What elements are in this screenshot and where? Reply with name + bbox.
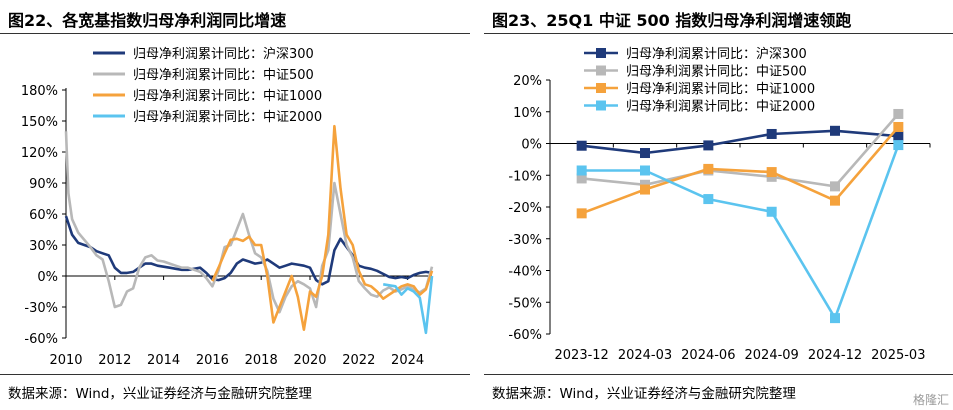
x-tick-label: 2024-12 xyxy=(808,348,862,363)
right-source-rule xyxy=(484,374,953,375)
left-source-note: 数据来源：Wind，兴业证券经济与金融研究院整理 xyxy=(8,386,312,402)
y-tick-label: 90% xyxy=(29,177,58,192)
x-tick-label: 2022 xyxy=(342,353,375,368)
y-tick-label: -20% xyxy=(508,201,542,216)
series-marker-3 xyxy=(576,165,587,176)
watermark-logo: 格隆汇 xyxy=(912,393,949,407)
legend-label-3: 归母净利润累计同比：中证2000 xyxy=(133,110,322,125)
x-tick-label: 2012 xyxy=(98,353,131,368)
right-chart-panel: 图23、25Q1 中证 500 指数归母净利润增速领跑 20% 10% 0% -10%… xyxy=(484,0,953,410)
series-line-1 xyxy=(581,113,900,188)
legend-label-2: 归母净利润累计同比：中证1000 xyxy=(626,82,815,97)
y-tick-label: 10% xyxy=(513,106,542,121)
series-marker-2 xyxy=(766,167,777,178)
series-line-3 xyxy=(382,275,434,335)
right-source-note: 数据来源：Wind，兴业证券经济与金融研究院整理 xyxy=(492,386,796,402)
y-tick-label: -50% xyxy=(508,296,542,311)
left-chart-title: 图22、各宽基指数归母净利润同比增速 xyxy=(8,11,287,30)
series-marker-2 xyxy=(576,208,587,219)
series-marker-2 xyxy=(703,163,714,174)
series-marker-2 xyxy=(640,184,650,195)
y-tick-label: 0% xyxy=(521,138,542,153)
x-tick-label: 2016 xyxy=(196,353,229,368)
y-tick-label: -40% xyxy=(508,265,542,280)
x-tick-label: 2014 xyxy=(147,353,180,368)
x-tick-label: 2010 xyxy=(49,353,82,368)
legend-label-2: 归母净利润累计同比：中证1000 xyxy=(133,89,322,104)
left-line-chart: 180% 150% 120% 90% 60% 30% 0% -30% -60% 2010 2012 2… xyxy=(21,46,434,368)
legend-label-1: 归母净利润累计同比：中证500 xyxy=(133,68,314,83)
series-marker-0 xyxy=(830,125,840,136)
series-marker-1 xyxy=(830,181,840,192)
series-marker-3 xyxy=(703,194,714,205)
y-tick-label: 120% xyxy=(21,146,58,161)
x-tick-label: 2018 xyxy=(245,353,278,368)
x-tick-label: 2024-06 xyxy=(681,348,735,363)
series-marker-2 xyxy=(893,121,904,132)
right-line-chart: 20% 10% 0% -10% -20% -30% -40% -50% -60% 2023-12 2… xyxy=(508,46,931,363)
series-marker-0 xyxy=(576,140,587,151)
x-tick-label: 2024-09 xyxy=(745,348,799,363)
legend-label-0: 归母净利润累计同比：沪深300 xyxy=(133,46,314,62)
series-line-0 xyxy=(581,129,899,155)
series-marker-3 xyxy=(830,313,840,324)
x-tick-label: 2023-12 xyxy=(555,348,609,363)
legend-label-1: 归母净利润累计同比：中证500 xyxy=(626,65,807,80)
y-tick-label: 20% xyxy=(513,74,542,89)
series-line-3 xyxy=(581,144,900,320)
y-tick-label: -60% xyxy=(508,328,542,343)
series-marker-3 xyxy=(640,165,650,176)
y-tick-label: -30% xyxy=(508,233,542,248)
x-tick-label: 2020 xyxy=(293,353,326,368)
x-tick-label: 2024 xyxy=(391,353,424,368)
series-marker-0 xyxy=(703,140,714,151)
y-tick-label: -60% xyxy=(24,332,58,347)
y-tick-label: 150% xyxy=(21,115,58,130)
legend-marker-1 xyxy=(596,65,606,76)
y-tick-label: -30% xyxy=(24,301,58,316)
legend-marker-0 xyxy=(596,48,606,58)
series-marker-0 xyxy=(640,148,650,159)
x-tick-label: 2025-03 xyxy=(871,348,925,363)
right-chart-title: 图23、25Q1 中证 500 指数归母净利润增速领跑 xyxy=(492,11,852,30)
legend-label-0: 归母净利润累计同比：沪深300 xyxy=(626,46,807,62)
series-marker-2 xyxy=(830,195,840,206)
y-tick-label: 30% xyxy=(29,239,58,254)
series-marker-3 xyxy=(766,206,777,217)
left-source-rule xyxy=(0,374,470,375)
series-line-2 xyxy=(581,126,900,215)
legend-marker-3 xyxy=(596,100,606,111)
y-tick-label: 180% xyxy=(21,84,58,99)
y-tick-label: -10% xyxy=(508,169,542,184)
series-line-2 xyxy=(211,124,434,331)
series-marker-0 xyxy=(893,131,904,142)
series-line-1 xyxy=(64,131,434,314)
series-marker-3 xyxy=(893,140,904,151)
left-chart-panel: 图22、各宽基指数归母净利润同比增速 180% 150% 120% 90% 60% 30%… xyxy=(0,0,470,410)
legend-marker-2 xyxy=(596,83,606,93)
y-tick-label: 0% xyxy=(37,270,58,285)
left-title-rule xyxy=(0,33,470,34)
legend-label-3: 归母净利润累计同比：中证2000 xyxy=(626,100,815,115)
series-marker-1 xyxy=(576,173,587,184)
series-marker-1 xyxy=(893,108,904,119)
y-tick-label: 60% xyxy=(29,208,58,223)
right-title-rule xyxy=(484,33,953,34)
x-tick-label: 2024-03 xyxy=(618,348,672,363)
series-line-0 xyxy=(64,215,433,286)
series-marker-0 xyxy=(766,128,777,139)
